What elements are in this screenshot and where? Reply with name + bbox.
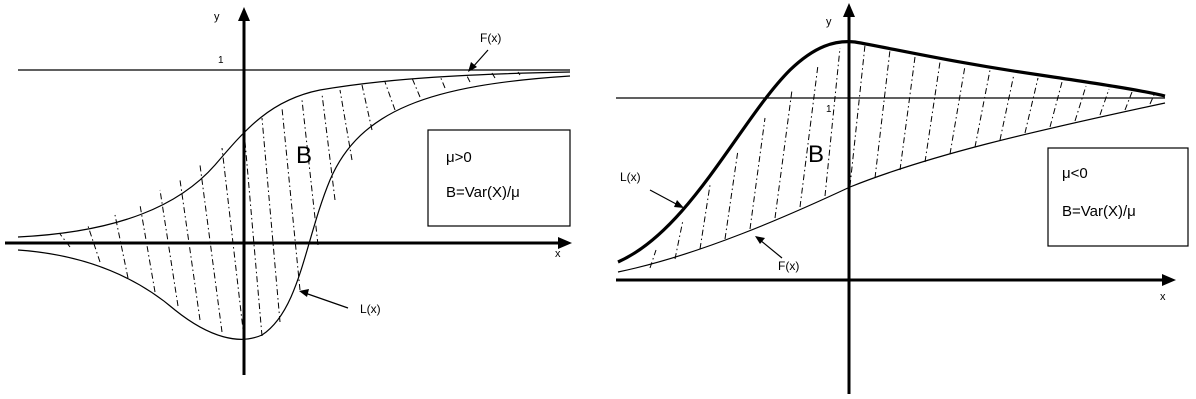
right-box-line2: B=Var(X)/μ: [1062, 203, 1136, 220]
left-x-axis-arrow-icon: [558, 237, 572, 249]
left-box-line1: μ>0: [446, 149, 472, 166]
left-figure: y x 1 B F(x) L(x) μ>0 B=Var(X)/μ: [5, 7, 572, 375]
right-x-axis-arrow-icon: [1162, 274, 1176, 286]
left-l-pointer: [304, 292, 349, 309]
left-f-label: F(x): [480, 31, 501, 45]
right-x-label: x: [1160, 291, 1166, 303]
right-f-pointer-arrowhead-icon: [755, 236, 765, 244]
right-l-label: L(x): [620, 170, 641, 184]
left-l-pointer-arrowhead-icon: [299, 289, 309, 297]
right-box-line1: μ<0: [1062, 165, 1088, 182]
right-curve-f: [617, 102, 1166, 273]
right-region-label: B: [808, 141, 824, 168]
right-l-pointer: [649, 189, 679, 206]
right-info-box: [1047, 147, 1189, 247]
right-y-axis-arrow-icon: [843, 3, 855, 17]
left-info-box: [427, 129, 571, 227]
right-level-label: 1: [826, 104, 832, 115]
left-curve-f: [17, 71, 571, 238]
left-y-label: y: [214, 11, 220, 23]
left-curve-l: [17, 75, 571, 340]
left-f-pointer-arrowhead-icon: [468, 62, 477, 72]
left-level-label: 1: [218, 55, 224, 66]
right-figure: y x 1 B L(x) F(x) μ<0 B=Var(X)/μ: [616, 3, 1189, 394]
right-curve-l: [617, 40, 1166, 264]
left-x-label: x: [555, 248, 561, 260]
right-hatch-region: [649, 44, 1155, 269]
right-y-label: y: [826, 16, 832, 28]
right-f-pointer: [759, 239, 783, 259]
left-y-axis-arrow-icon: [238, 7, 250, 21]
left-l-label: L(x): [360, 302, 381, 316]
left-box-line2: B=Var(X)/μ: [446, 184, 520, 201]
left-region-label: B: [296, 142, 312, 169]
right-f-label: F(x): [778, 259, 799, 273]
left-f-pointer: [471, 49, 489, 69]
right-l-pointer-arrowhead-icon: [674, 200, 684, 208]
